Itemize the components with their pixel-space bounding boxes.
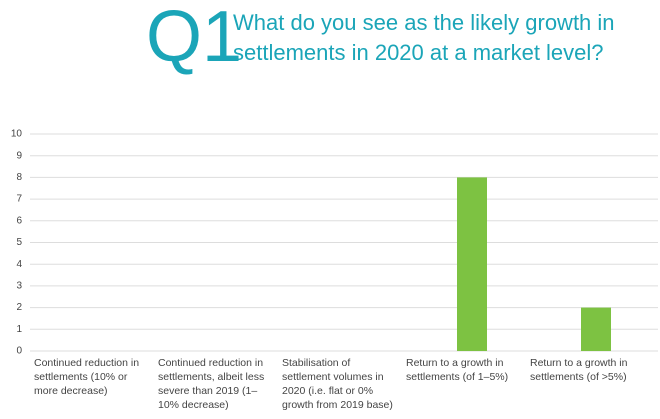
y-tick-label: 8	[16, 172, 22, 183]
x-tick-label: Continued reduction in settlements, albe…	[158, 357, 265, 411]
y-tick-label: 10	[11, 129, 23, 140]
chart-title: What do you see as the likely growth in	[233, 10, 615, 35]
chart-title: settlements in 2020 at a market level?	[233, 40, 604, 65]
y-tick-label: 2	[16, 302, 22, 313]
y-tick-label: 0	[16, 346, 22, 357]
x-tick-label: Stabilisation of settlement volumes in 2…	[282, 357, 393, 411]
bar	[581, 307, 611, 351]
y-tick-label: 5	[16, 237, 22, 248]
y-tick-label: 1	[16, 324, 22, 335]
y-tick-label: 7	[16, 194, 22, 205]
y-tick-label: 3	[16, 281, 22, 292]
bar	[457, 177, 487, 351]
x-tick-label: Return to a growth in settlements (of >5…	[530, 357, 628, 383]
x-tick-label: Continued reduction in settlements (10% …	[34, 357, 140, 397]
y-tick-label: 9	[16, 150, 22, 161]
y-tick-label: 6	[16, 215, 22, 226]
x-tick-label: Return to a growth in settlements (of 1–…	[406, 357, 509, 383]
question-number: Q1	[146, 0, 242, 77]
y-tick-label: 4	[16, 259, 22, 270]
